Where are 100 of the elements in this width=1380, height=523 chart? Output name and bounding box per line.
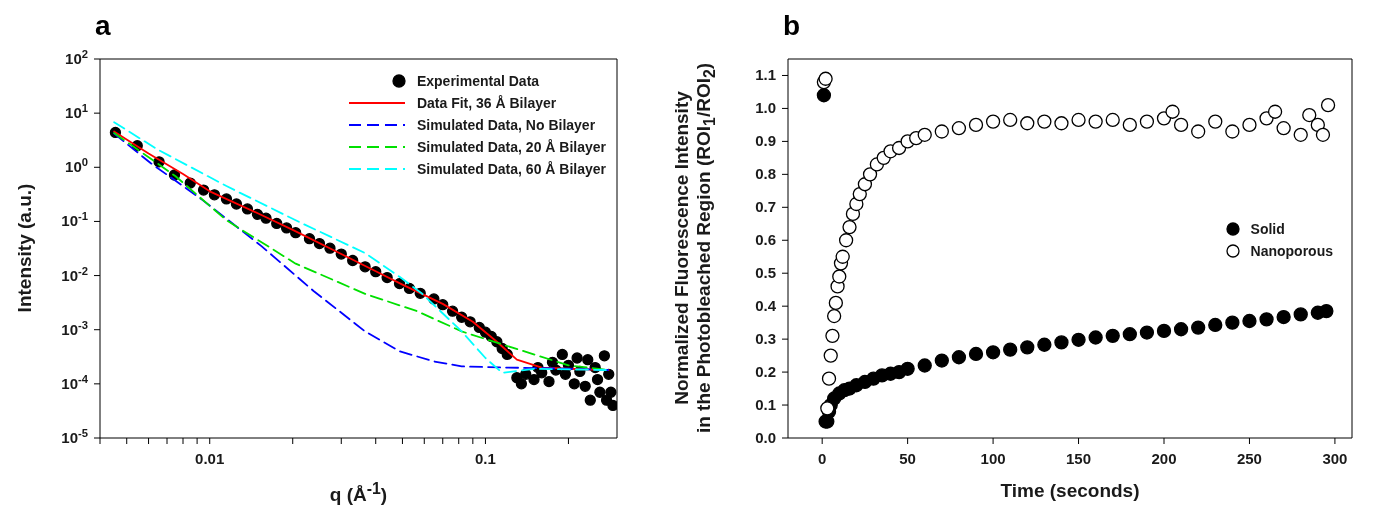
point (1003, 112, 1018, 128)
point (968, 117, 984, 133)
x-axis-title: q (Å$^{-1}$) (328, 480, 389, 507)
point (1276, 309, 1291, 325)
point (917, 127, 932, 142)
x-tick-label: 300 (1322, 450, 1348, 467)
legend-label: Simulated Data, 60 Å Bilayer (416, 161, 606, 177)
point (1191, 124, 1206, 139)
y-tick-label: 10$^{-1}$ (61, 210, 88, 230)
x-tick-label: 100 (980, 450, 1006, 467)
y-tick-label: 0.1 (755, 396, 776, 414)
y-tick-label: 10$^{-5}$ (61, 427, 88, 446)
point (1122, 117, 1137, 133)
legend-label: Simulated Data, 20 Å Bilayer (416, 139, 606, 155)
x-tick-label: 150 (1066, 450, 1092, 467)
point (1208, 114, 1223, 129)
point (1139, 325, 1155, 340)
y-tick-label: 0.3 (755, 330, 776, 348)
point (917, 358, 932, 373)
point (1242, 117, 1257, 133)
point (985, 114, 1001, 129)
y-tick-label: 0.4 (755, 297, 777, 315)
y-tick-label: 10$^{-3}$ (61, 318, 88, 338)
point (832, 269, 847, 284)
point (821, 371, 837, 386)
point (1003, 342, 1018, 357)
x-tick-label: 200 (1151, 450, 1177, 467)
x-tick-label: 50 (899, 450, 916, 467)
point (1071, 332, 1086, 347)
point (1054, 335, 1069, 350)
legend-label: Nanoporous (1250, 242, 1333, 259)
y-tick-label: 0.6 (755, 231, 776, 249)
y-tick-label: 1.1 (755, 66, 776, 84)
point (842, 219, 857, 235)
point (1105, 112, 1120, 128)
point (1088, 330, 1103, 345)
point (825, 328, 840, 343)
point (1088, 114, 1103, 129)
point (1208, 317, 1223, 333)
point (1293, 307, 1308, 322)
point (1259, 312, 1274, 327)
legend-label: Experimental Data (416, 73, 540, 89)
point (985, 345, 1001, 360)
point (823, 348, 838, 363)
point (816, 88, 832, 103)
point (1037, 114, 1052, 129)
x-tick-label: 250 (1236, 450, 1262, 467)
point (827, 308, 842, 324)
y-tick-label: 0.2 (755, 363, 776, 381)
point (934, 124, 949, 139)
point (1315, 127, 1331, 142)
y-tick-label: 0.0 (755, 429, 776, 446)
point (1054, 116, 1069, 131)
point (1037, 337, 1052, 352)
point (1105, 328, 1120, 343)
point (1020, 116, 1035, 131)
point (1242, 313, 1257, 329)
y-tick-label: 10$^{0}$ (65, 156, 88, 176)
point (1225, 124, 1240, 139)
y-tick-label: 0.7 (755, 198, 776, 216)
legend-label: Data Fit, 36 Å Bilayer (416, 95, 557, 111)
point (900, 361, 915, 376)
point (862, 167, 878, 182)
point (1293, 127, 1308, 142)
point (838, 233, 854, 248)
x-axis-title: Time (seconds) (999, 480, 1141, 502)
point (828, 295, 844, 311)
x-tick-label: 0.01 (195, 450, 225, 467)
legend-label: Simulated Data, No Bilayer (416, 117, 596, 133)
point (1156, 323, 1172, 339)
point (1173, 322, 1189, 337)
point (1139, 114, 1155, 129)
chart-title: b (783, 10, 801, 42)
y-tick-label: 10$^{2}$ (65, 48, 88, 67)
y-tick-label: 10$^{-2}$ (61, 264, 88, 284)
point (1191, 320, 1206, 335)
point (1165, 104, 1180, 119)
point (818, 71, 833, 86)
y-tick-label: 0.9 (755, 132, 776, 150)
y-tick-label: 10$^{1}$ (65, 102, 88, 122)
x-tick-label: 0.1 (475, 450, 496, 467)
point (1276, 121, 1291, 136)
point (951, 350, 967, 365)
point (1071, 112, 1086, 128)
point (1267, 104, 1283, 119)
chart-title: a (95, 10, 111, 42)
y-tick-label: 0.5 (755, 264, 776, 282)
point (934, 353, 949, 368)
point (1225, 315, 1240, 330)
point (1020, 340, 1035, 355)
legend-label: Solid (1250, 220, 1285, 237)
point (1122, 327, 1137, 342)
x-tick-label: 0 (818, 450, 827, 467)
point (1302, 107, 1317, 123)
point (951, 121, 967, 136)
y-tick-label: 0.8 (755, 165, 776, 183)
point (1319, 303, 1334, 319)
y-axis-title: Intensity (a.u.) (14, 183, 36, 313)
point (1173, 117, 1189, 133)
point (1320, 97, 1336, 113)
